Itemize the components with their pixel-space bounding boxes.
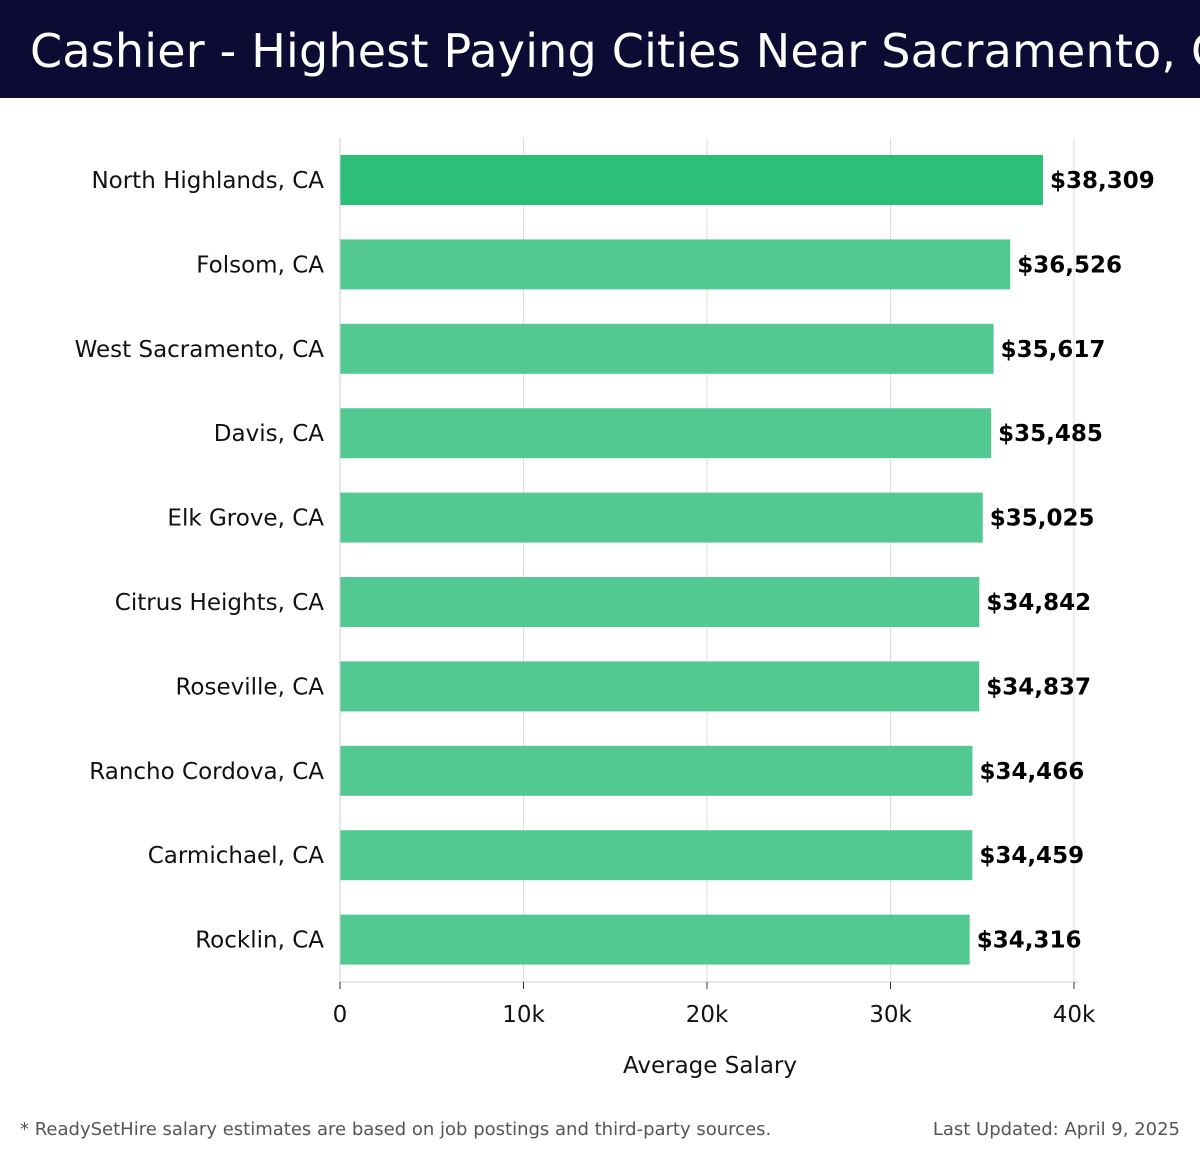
category-label: West Sacramento, CA (75, 337, 325, 363)
bar (340, 492, 983, 543)
bar (340, 661, 980, 712)
category-label: Rocklin, CA (195, 928, 324, 954)
value-label: $35,485 (998, 421, 1103, 447)
bar (340, 577, 980, 627)
x-axis-label: Average Salary (623, 1053, 797, 1079)
category-label: Davis, CA (214, 421, 324, 447)
chart-header: Cashier - Highest Paying Cities Near Sac… (0, 0, 1200, 98)
chart-title: Cashier - Highest Paying Cities Near Sac… (30, 24, 1200, 78)
value-label: $36,526 (1017, 252, 1122, 278)
category-label: Carmichael, CA (148, 843, 325, 869)
value-label: $38,309 (1050, 168, 1155, 194)
last-updated: Last Updated: April 9, 2025 (932, 1119, 1180, 1140)
value-label: $34,837 (986, 674, 1091, 700)
category-label: Citrus Heights, CA (115, 590, 324, 616)
category-label: Roseville, CA (175, 674, 324, 700)
value-label: $34,466 (979, 759, 1084, 785)
bar (340, 745, 973, 796)
bars: North Highlands, CA $38,309 Folsom, CA $36,… (75, 155, 1155, 965)
x-tick-label: 0 (333, 1002, 348, 1028)
value-label: $35,025 (990, 506, 1095, 532)
category-label: Elk Grove, CA (167, 506, 324, 532)
value-label: $34,316 (977, 928, 1082, 954)
x-axis: 0 10k 20k 30k 40k (333, 138, 1096, 1028)
bar (340, 408, 992, 459)
salary-bar-chart: North Highlands, CA $38,309 Folsom, CA $36,… (75, 138, 1155, 1079)
x-tick-label: 40k (1053, 1002, 1096, 1028)
footnote: * ReadySetHire salary estimates are base… (20, 1119, 772, 1140)
bar (340, 155, 1043, 205)
x-tick-label: 30k (869, 1002, 912, 1028)
value-label: $34,842 (986, 590, 1091, 616)
category-label: Rancho Cordova, CA (89, 759, 324, 785)
x-tick-label: 10k (502, 1002, 545, 1028)
bar (340, 239, 1011, 290)
bar (340, 830, 973, 881)
bar (340, 914, 970, 965)
category-label: Folsom, CA (196, 252, 324, 278)
bar (340, 323, 994, 374)
category-label: North Highlands, CA (91, 168, 324, 194)
value-label: $34,459 (979, 843, 1084, 869)
value-label: $35,617 (1001, 337, 1106, 363)
x-tick-label: 20k (686, 1002, 729, 1028)
